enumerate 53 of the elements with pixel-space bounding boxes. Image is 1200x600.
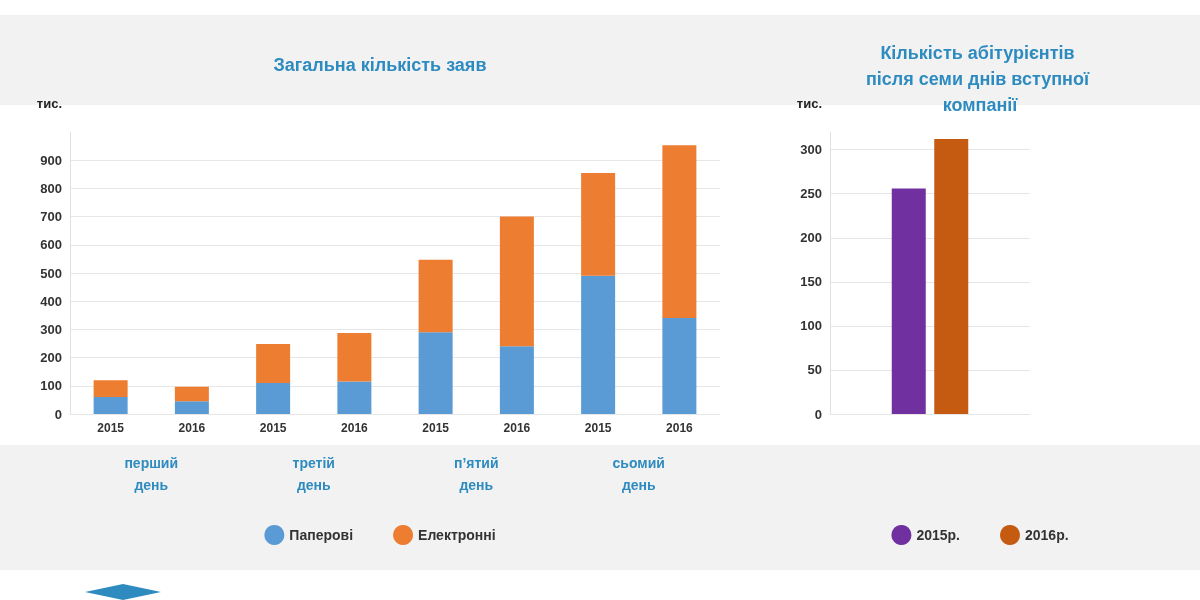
chart-title: Кількість абітурієнтів після семи днів вступної компанії <box>865 43 1095 115</box>
bar <box>337 381 372 414</box>
y-tick-label: 250 <box>800 186 822 202</box>
x-tick-label: 2015 <box>97 421 125 435</box>
text: перший день <box>124 455 179 493</box>
bar <box>256 382 291 414</box>
text: третій день <box>292 455 335 493</box>
bar <box>499 346 534 414</box>
bar <box>256 344 291 383</box>
bar <box>662 145 697 319</box>
text: п’ятий день <box>453 455 499 493</box>
y-tick-label: 200 <box>800 230 822 246</box>
bar <box>581 275 616 414</box>
x-tick-label: 2015 <box>259 421 287 435</box>
y-tick-label: 900 <box>40 152 62 168</box>
legend-label: Електронні <box>418 527 496 543</box>
x-tick-label: 2016 <box>178 421 206 435</box>
x-tick-label: 2016 <box>503 421 531 435</box>
legend-label: Паперові <box>289 527 354 543</box>
y-tick-label: 200 <box>40 350 62 366</box>
bar <box>418 259 453 333</box>
bar <box>499 216 534 347</box>
bar <box>418 332 453 414</box>
bar <box>174 386 209 402</box>
bar <box>337 333 372 382</box>
y-axis-title: тис. <box>36 96 62 111</box>
text: сьомий день <box>612 455 665 493</box>
y-tick-label: 0 <box>54 406 62 422</box>
y-tick-label: 100 <box>40 378 62 394</box>
y-tick-label: 300 <box>800 142 822 158</box>
y-tick-label: 400 <box>40 293 62 309</box>
x-tick-label: 2015 <box>422 421 450 435</box>
bar <box>93 397 128 414</box>
y-tick-label: 0 <box>814 406 822 422</box>
legend-label: 2015р. <box>916 527 961 543</box>
y-tick-label: 100 <box>800 318 822 334</box>
bar <box>662 318 697 414</box>
y-tick-label: 600 <box>40 237 62 253</box>
x-tick-label: 2015 <box>584 421 612 435</box>
y-tick-label: 800 <box>40 180 62 196</box>
chart-title: Загальна кількість заяв <box>273 55 487 75</box>
y-tick-label: 500 <box>40 265 62 281</box>
x-tick-label: 2016 <box>666 421 694 435</box>
y-tick-label: 150 <box>800 274 822 290</box>
y-tick-label: 700 <box>40 209 62 225</box>
legend-label: 2016р. <box>1025 527 1069 543</box>
x-tick-label: 2016 <box>341 421 369 435</box>
bar <box>93 380 128 398</box>
bar <box>581 172 616 276</box>
y-axis-title: тис. <box>796 96 822 111</box>
bar <box>174 401 209 414</box>
y-tick-label: 300 <box>40 321 62 337</box>
y-tick-label: 50 <box>807 362 822 378</box>
